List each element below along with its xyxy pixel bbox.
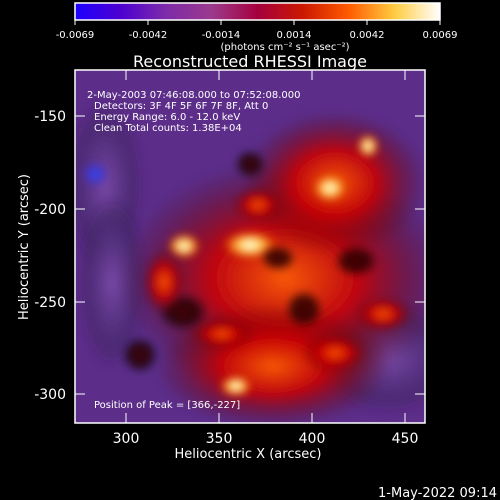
x-axis-tick-label: 300 xyxy=(113,431,140,447)
y-axis-ticks xyxy=(75,115,425,395)
colorbar-tick-label: 0.0042 xyxy=(350,30,385,41)
x-axis-tick-label: 450 xyxy=(392,431,419,447)
x-axis-tick-labels: 300 350 400 450 xyxy=(113,431,419,447)
observation-time-range: 2-May-2003 07:46:08.000 to 07:52:08.000 xyxy=(87,90,300,101)
timestamp: 1-May-2022 09:14 xyxy=(378,486,497,500)
clean-total-counts-line: Clean Total counts: 1.38E+04 xyxy=(94,123,242,134)
colorbar-unit-label: (photons cm⁻² s⁻¹ asec⁻²) xyxy=(220,42,349,53)
x-axis-tick-label: 350 xyxy=(206,431,233,447)
detectors-line: Detectors: 3F 4F 5F 6F 7F 8F, Att 0 xyxy=(94,101,268,112)
image-title: Reconstructed RHESSI Image xyxy=(133,52,367,71)
emission-blob xyxy=(232,187,284,223)
x-axis-ticks xyxy=(125,70,406,423)
dark-patch xyxy=(235,150,265,178)
colorbar-tick-label: 0.0069 xyxy=(423,30,458,41)
dark-patch xyxy=(261,246,295,270)
colorbar xyxy=(74,2,441,21)
energy-range-line: Energy Range: 6.0 - 12.0 keV xyxy=(94,112,240,123)
dark-patch xyxy=(122,337,158,373)
plot-frame xyxy=(74,69,426,424)
colorbar-tick-label: 0.0014 xyxy=(277,30,312,41)
emission-blob xyxy=(142,248,186,316)
dark-patch xyxy=(286,291,322,327)
x-axis-tick-label: 400 xyxy=(299,431,326,447)
y-axis-tick-label: -200 xyxy=(34,202,66,218)
colorbar-tick-label: -0.0014 xyxy=(202,30,241,41)
colorbar-tick-label: -0.0042 xyxy=(129,30,168,41)
y-axis-label: Heliocentric Y (arcsec) xyxy=(17,174,32,320)
emission-blob xyxy=(353,296,413,332)
colorbar-ticks xyxy=(74,20,441,25)
lower-hotspot xyxy=(218,374,254,398)
upper-right-hotspot xyxy=(356,133,380,159)
y-axis-tick-labels: -150 -200 -250 -300 xyxy=(34,109,66,403)
x-axis-label: Heliocentric X (arcsec) xyxy=(175,447,322,462)
dark-patch xyxy=(335,246,377,276)
emission-blob xyxy=(189,318,255,350)
peak-position: Position of Peak = [366,-227] xyxy=(94,400,240,411)
heatmap-image xyxy=(75,70,425,423)
emission-blob xyxy=(301,333,369,373)
y-axis-tick-label: -250 xyxy=(34,295,66,311)
colorbar-tick-label: -0.0069 xyxy=(56,30,95,41)
middle-hotspot xyxy=(310,172,350,204)
colorbar-labels: -0.0069 -0.0042 -0.0014 0.0014 0.0042 0.0069 xyxy=(56,30,458,41)
blue-spot xyxy=(81,161,109,187)
y-axis-tick-label: -150 xyxy=(34,109,66,125)
y-axis-tick-label: -300 xyxy=(34,387,66,403)
